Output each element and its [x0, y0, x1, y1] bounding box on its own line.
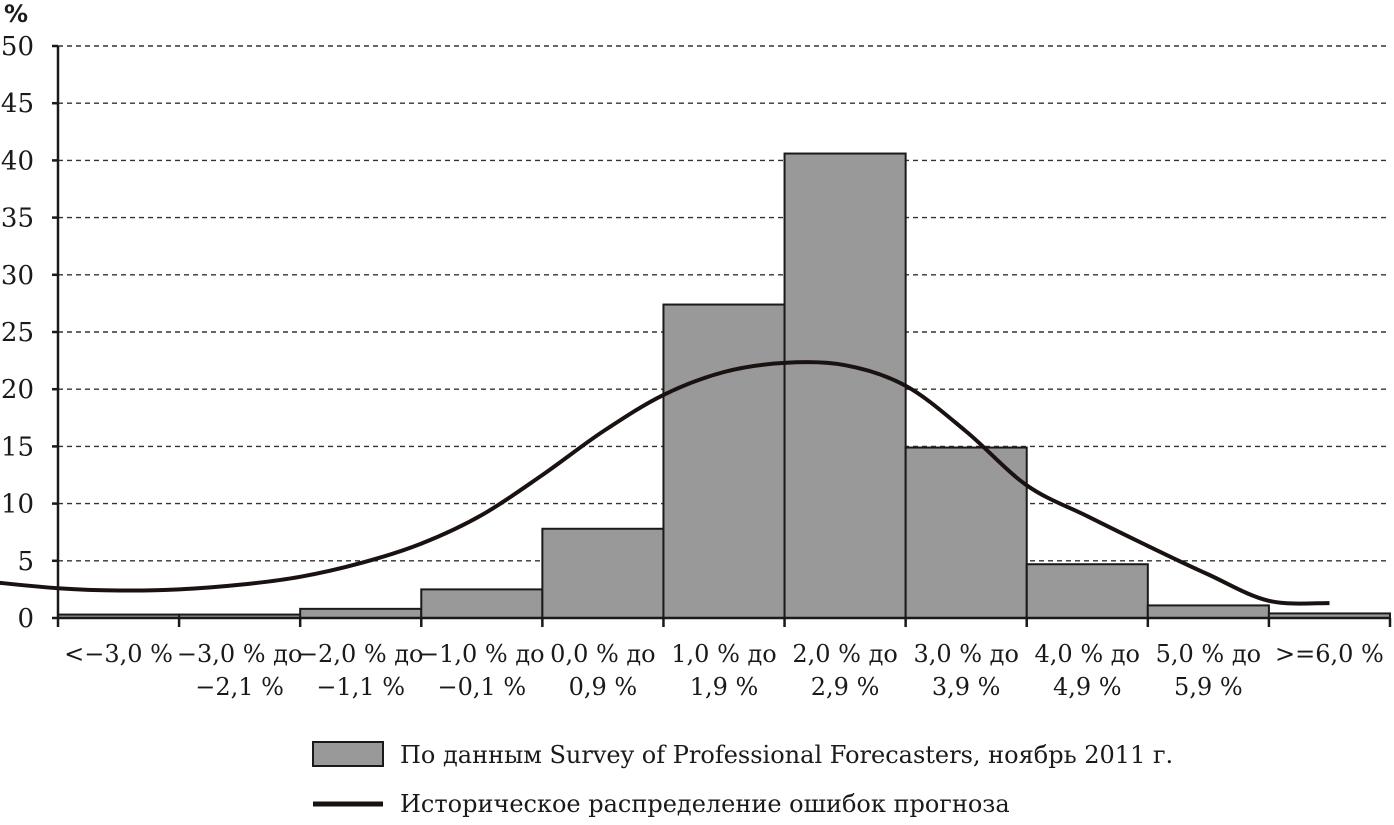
- legend-label-survey: По данным Survey of Professional Forecas…: [400, 741, 1173, 769]
- y-tick-5: 5: [17, 547, 34, 577]
- x-tick-label-1: −3,0 % до −2,1 %: [177, 640, 303, 701]
- bar-8: [1025, 563, 1149, 619]
- x-tick-label-9: 5,0 % до 5,9 %: [1156, 640, 1261, 701]
- y-tick-25: 25: [1, 318, 34, 348]
- bar-4: [541, 527, 665, 620]
- x-tick-label-6: 2,0 % до 2,9 %: [792, 640, 897, 701]
- x-tick-label-8: 4,0 % до 4,9 %: [1035, 640, 1140, 701]
- x-tick-label-0: <−3,0 %: [64, 640, 173, 668]
- y-tick-20: 20: [1, 375, 34, 405]
- y-tick-40: 40: [1, 146, 34, 176]
- bar-6: [783, 152, 907, 619]
- y-tick-10: 10: [1, 490, 34, 520]
- y-tick-50: 50: [1, 32, 34, 62]
- x-tick-label-10: >=6,0 %: [1275, 640, 1384, 668]
- bars: [57, 152, 1391, 620]
- x-tick-labels: <−3,0 % −3,0 % до −2,1 %−2,0 % до −1,1 %−1,…: [64, 640, 1384, 701]
- x-tick-label-4: 0,0 % до 0,9 %: [550, 640, 655, 701]
- bar-3: [420, 588, 544, 620]
- x-tick-label-7: 3,0 % до 3,9 %: [913, 640, 1018, 701]
- x-tick-label-2: −2,0 % до −1,1 %: [298, 640, 424, 701]
- x-tick-label-3: −1,0 % до −0,1 %: [419, 640, 545, 701]
- bar-9: [1146, 604, 1270, 620]
- y-tick-30: 30: [1, 261, 34, 291]
- distribution-curve-layer: [0, 360, 1330, 606]
- bar-2: [299, 607, 423, 620]
- y-tick-45: 45: [1, 89, 34, 119]
- legend-label-historical: Историческое распределение ошибок прогно…: [400, 790, 1010, 818]
- y-tick-labels: 0 5 10 15 20 25 30 35 40 45 50: [1, 32, 34, 634]
- y-tick-35: 35: [1, 204, 34, 234]
- axes: [52, 44, 1392, 627]
- bar-7: [904, 446, 1028, 619]
- y-unit-label: %: [4, 0, 28, 28]
- distribution-curve: [0, 360, 1330, 606]
- x-tick-label-5: 1,0 % до 1,9 %: [671, 640, 776, 701]
- bar-5: [662, 303, 786, 619]
- legend-bar-swatch: [312, 741, 384, 767]
- y-tick-0: 0: [17, 604, 34, 634]
- y-tick-15: 15: [1, 432, 34, 462]
- legend: По данным Survey of Professional Forecas…: [312, 741, 1173, 818]
